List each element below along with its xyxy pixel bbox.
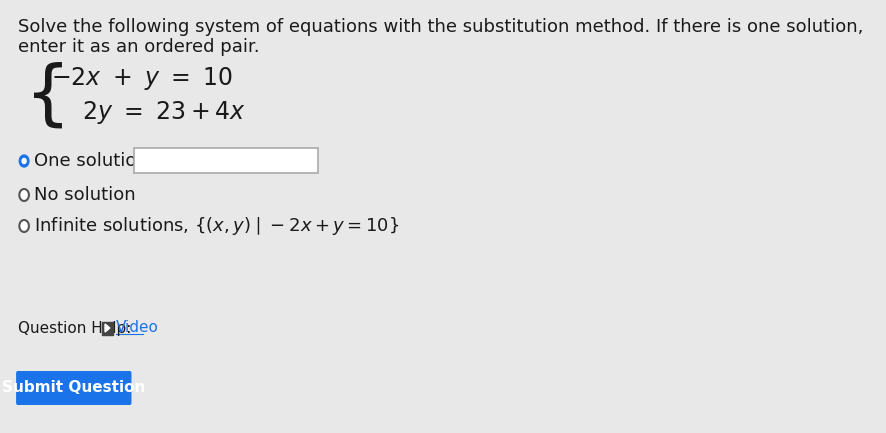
Text: One solution,: One solution, <box>34 152 153 170</box>
FancyBboxPatch shape <box>134 148 318 173</box>
Circle shape <box>19 155 29 167</box>
Text: Question Help:: Question Help: <box>18 320 131 336</box>
Circle shape <box>19 189 29 201</box>
FancyBboxPatch shape <box>16 371 131 405</box>
Polygon shape <box>105 324 110 332</box>
Text: No solution: No solution <box>34 186 136 204</box>
Text: Video: Video <box>116 320 159 336</box>
Text: $-2x\ +\ y\ =\ 10$: $-2x\ +\ y\ =\ 10$ <box>51 65 233 91</box>
Text: Solve the following system of equations with the substitution method. If there i: Solve the following system of equations … <box>18 18 863 36</box>
Circle shape <box>22 158 26 164</box>
Text: $2y\ =\ 23 + 4x$: $2y\ =\ 23 + 4x$ <box>82 100 245 126</box>
FancyBboxPatch shape <box>102 322 113 335</box>
Text: enter it as an ordered pair.: enter it as an ordered pair. <box>18 38 260 56</box>
Text: $\{$: $\{$ <box>24 60 63 130</box>
Text: Infinite solutions, $\{(x, y)\mid -2x + y = 10\}$: Infinite solutions, $\{(x, y)\mid -2x + … <box>34 215 400 237</box>
Circle shape <box>19 220 29 232</box>
Text: Submit Question: Submit Question <box>2 381 145 395</box>
